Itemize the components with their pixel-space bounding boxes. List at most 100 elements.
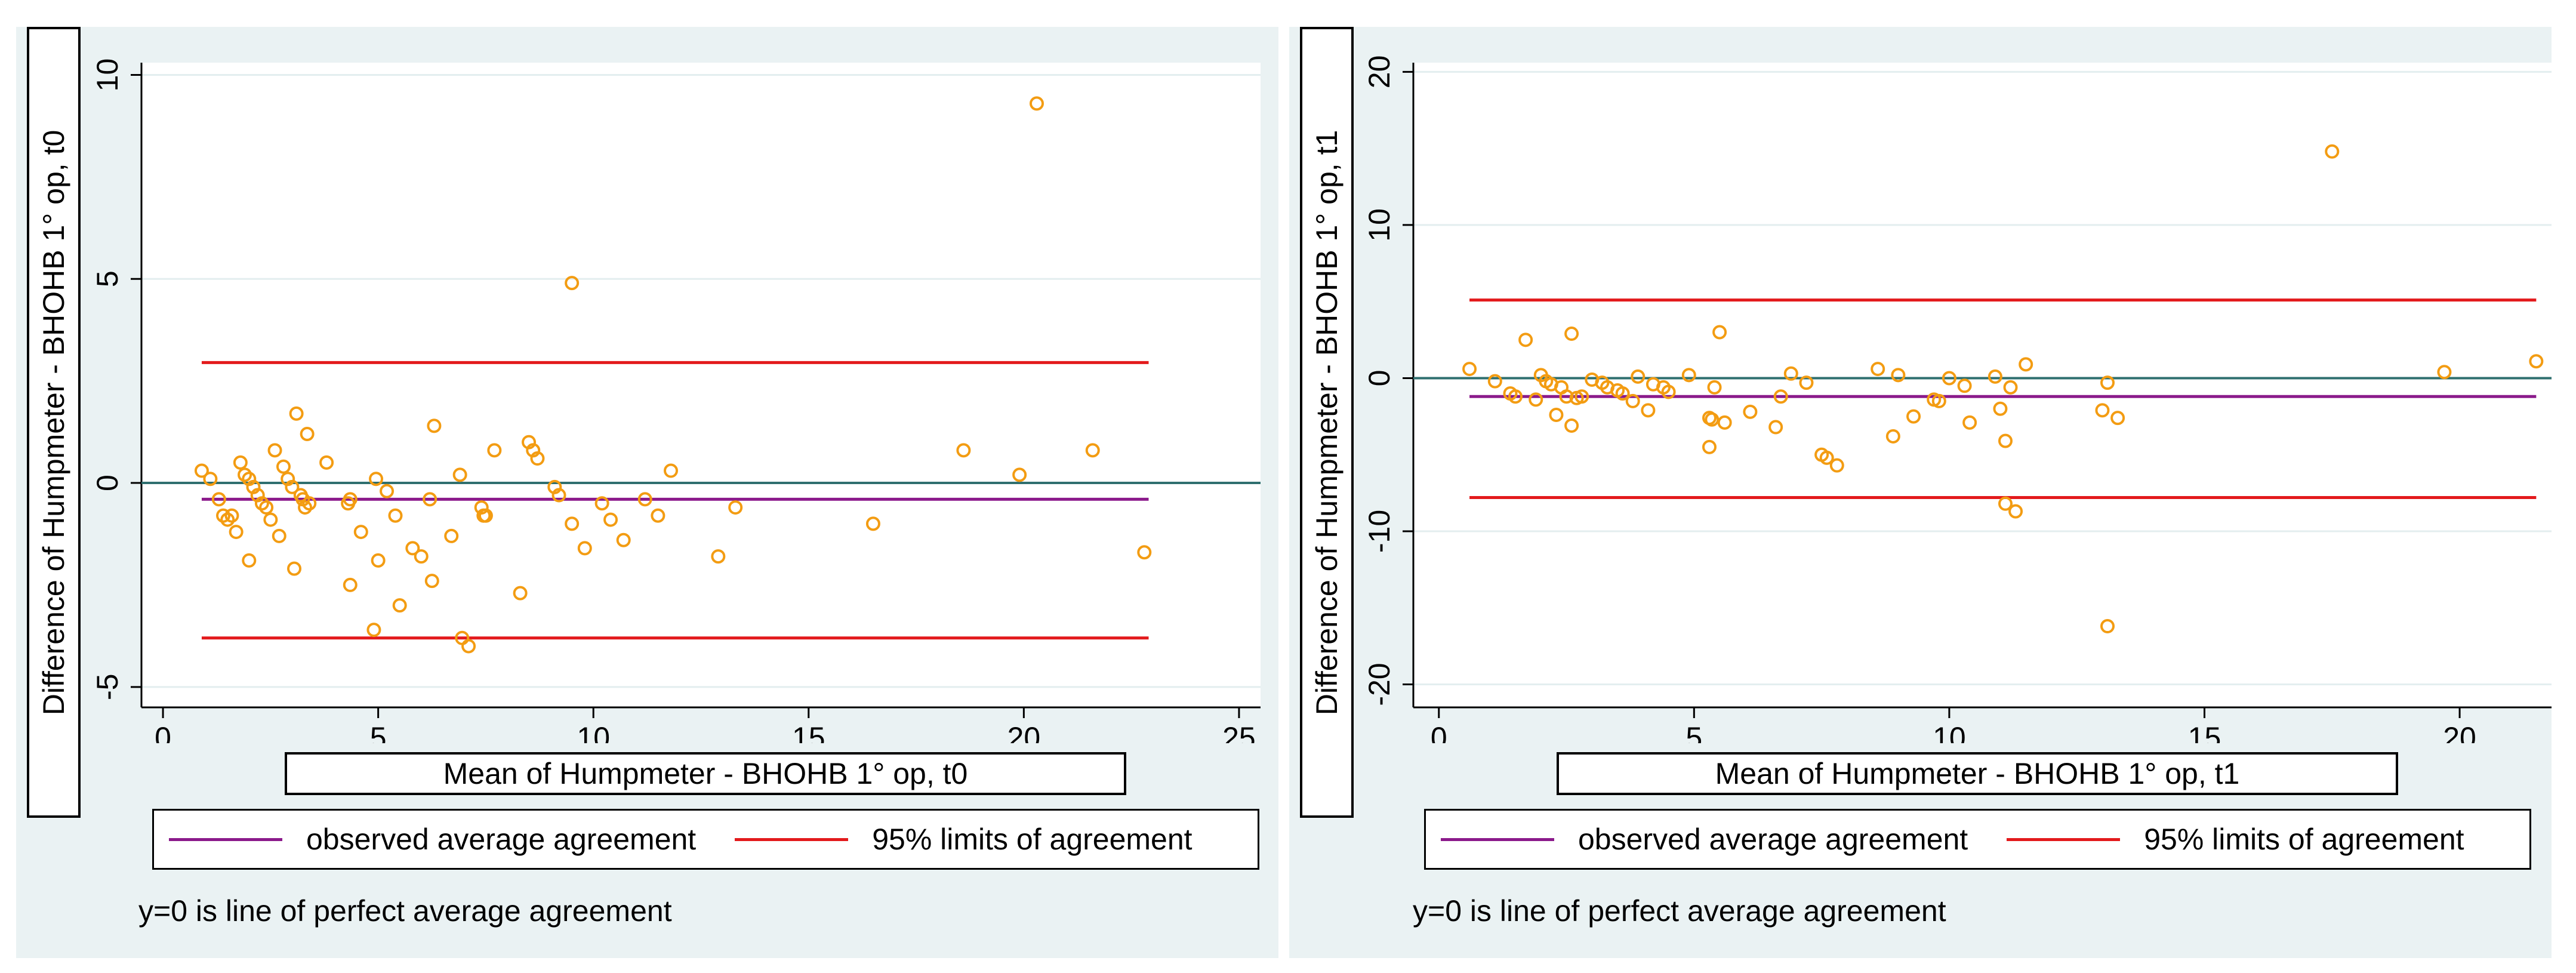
data-point (287, 561, 302, 576)
data-point (1957, 378, 1972, 393)
data-point (2019, 357, 2033, 372)
data-point (238, 467, 252, 482)
data-point (1615, 386, 1630, 401)
data-point (1462, 362, 1477, 377)
data-point (371, 553, 386, 568)
data-point (1012, 467, 1027, 482)
data-point (728, 500, 743, 515)
data-point (366, 623, 381, 638)
x-tick-label: 20 (1007, 721, 1041, 743)
data-point (1871, 362, 1885, 377)
x-tick-label: 0 (155, 721, 171, 743)
x-tick-label: 5 (370, 721, 387, 743)
y-tick-label: 0 (91, 475, 124, 491)
data-point (1712, 325, 1727, 340)
y-axis-title-box: Difference of Humpmeter - BHOHB 1° op, t… (27, 27, 81, 818)
data-point (1743, 404, 1758, 419)
data-point (1998, 496, 2013, 511)
data-point (392, 598, 407, 613)
data-point (1783, 366, 1798, 381)
data-point (865, 516, 880, 531)
legend-item-average: observed average agreement (169, 822, 696, 857)
data-point (272, 528, 286, 543)
data-point (1885, 429, 1900, 444)
chart-note: y=0 is line of perfect average agreement (1413, 894, 1946, 928)
data-point (2110, 411, 2125, 426)
data-point (1661, 384, 1676, 399)
data-point (637, 492, 652, 507)
data-point (203, 472, 218, 486)
data-point (577, 541, 592, 556)
data-point (1030, 96, 1044, 111)
data-point (551, 488, 566, 503)
chart-note: y=0 is line of perfect average agreement (138, 894, 672, 928)
legend-item-average: observed average agreement (1441, 822, 1968, 857)
legend-label-limits: 95% limits of agreement (872, 823, 1193, 856)
data-point (343, 492, 358, 507)
data-point (233, 455, 248, 470)
data-point (254, 496, 269, 511)
data-point (594, 496, 609, 511)
data-point (427, 418, 442, 433)
y-tick-label: 20 (1363, 56, 1396, 89)
data-point (956, 443, 971, 458)
y-axis-title: Difference of Humpmeter - BHOHB 1° op, t… (1310, 130, 1344, 715)
data-point (1829, 458, 1844, 473)
data-point (220, 512, 235, 527)
x-tick-label: 20 (2443, 721, 2476, 743)
data-point (298, 500, 313, 515)
legend-swatch-average (169, 837, 282, 841)
data-point (461, 639, 476, 654)
data-point (1137, 545, 1152, 560)
data-point (216, 508, 231, 523)
plot-area-left: -5 0 5 10 0 5 10 15 20 25 (91, 58, 1261, 743)
x-axis-title-box: Mean of Humpmeter - BHOHB 1° op, t1 (1557, 752, 2398, 795)
data-point (1931, 393, 1946, 408)
data-point (1518, 332, 1533, 347)
y-tick-label: 10 (91, 58, 124, 92)
data-point (1625, 393, 1640, 408)
data-point (2437, 365, 2452, 380)
data-point (388, 508, 403, 523)
legend: observed average agreement 95% limits of… (152, 809, 1259, 870)
x-tick-label: 5 (1686, 721, 1702, 743)
data-point (1891, 368, 1906, 383)
data-point (1993, 401, 2008, 416)
data-point (1962, 415, 1977, 430)
y-axis-title-box: Difference of Humpmeter - BHOHB 1° op, t… (1300, 27, 1354, 818)
y-tick-label: -20 (1363, 663, 1396, 706)
data-point (1549, 408, 1564, 423)
data-point (1085, 443, 1100, 458)
data-point (300, 427, 315, 442)
legend-label-average: observed average agreement (1578, 823, 1968, 856)
data-point (2008, 504, 2023, 519)
data-point (1564, 418, 1579, 433)
data-point (651, 508, 665, 523)
plot-background (141, 63, 1261, 707)
y-axis-title: Difference of Humpmeter - BHOHB 1° op, t… (37, 130, 70, 715)
x-tick-label: 15 (2188, 721, 2221, 743)
data-point (343, 577, 358, 592)
data-point (565, 276, 580, 291)
data-point (1768, 420, 1783, 435)
x-tick-label: 10 (577, 721, 610, 743)
data-point (1631, 369, 1646, 384)
data-point (424, 574, 439, 589)
data-point (1559, 389, 1574, 404)
y-tick-label: -5 (91, 674, 124, 700)
chart-panel-left: -5 0 5 10 0 5 10 15 20 25 Difference of Humpmeter… (16, 27, 1278, 958)
data-point (664, 463, 679, 478)
data-point (2325, 144, 2340, 159)
plot-area-right: -20 -10 0 10 20 0 5 10 15 20 (1363, 56, 2552, 743)
data-point (211, 492, 226, 507)
x-axis-title-box: Mean of Humpmeter - BHOHB 1° op, t0 (285, 752, 1126, 795)
x-axis-title: Mean of Humpmeter - BHOHB 1° op, t0 (443, 757, 968, 790)
data-point (478, 508, 493, 523)
y-tick-label: 10 (1363, 208, 1396, 242)
legend-label-average: observed average agreement (306, 823, 697, 856)
plot-background (1413, 63, 2552, 707)
data-point (2529, 354, 2544, 369)
data-point (353, 525, 368, 540)
legend-swatch-limits (735, 837, 849, 841)
data-point (603, 512, 618, 527)
